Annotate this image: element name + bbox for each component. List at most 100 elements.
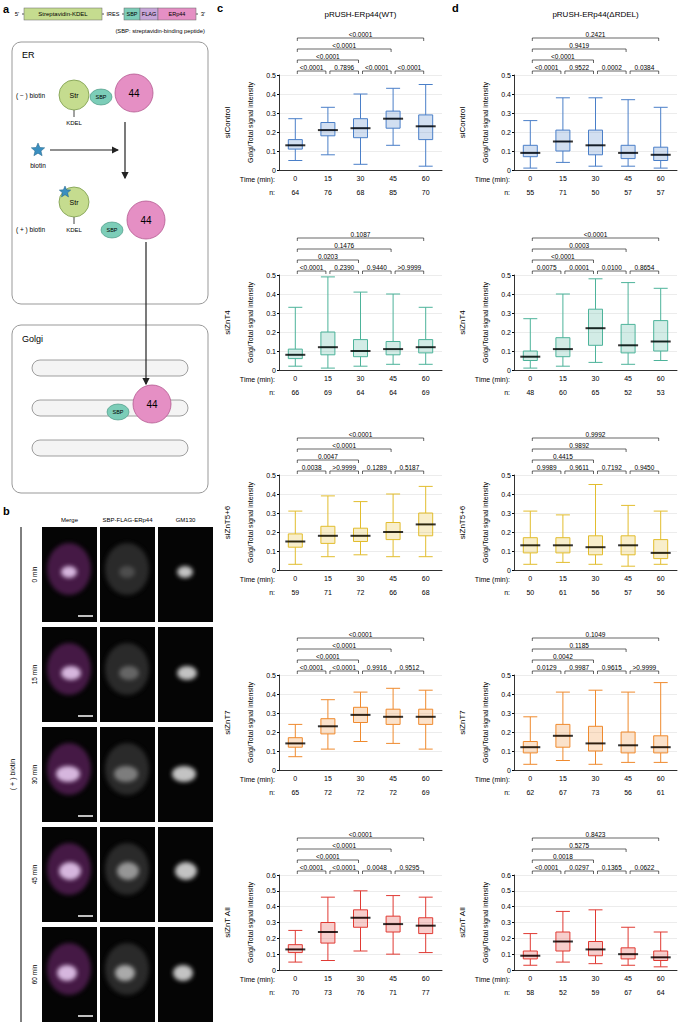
svg-text:0.0048: 0.0048 — [367, 864, 387, 871]
svg-text:45: 45 — [389, 375, 397, 382]
svg-text:0 min: 0 min — [31, 566, 38, 582]
svg-text:60: 60 — [657, 775, 665, 782]
svg-text:0: 0 — [272, 967, 276, 974]
svg-text:0.9440: 0.9440 — [367, 264, 387, 271]
svg-text:60 min: 60 min — [31, 964, 38, 984]
svg-text:72: 72 — [324, 789, 332, 796]
svg-text:0.3: 0.3 — [266, 710, 276, 717]
svg-text:30: 30 — [357, 775, 365, 782]
svg-text:<0.0001: <0.0001 — [300, 864, 324, 871]
svg-text:0.5: 0.5 — [266, 887, 276, 894]
svg-text:0.2: 0.2 — [266, 935, 276, 942]
svg-text:0.0047: 0.0047 — [318, 453, 338, 460]
svg-text:0.1: 0.1 — [501, 951, 511, 958]
svg-text:45: 45 — [624, 375, 632, 382]
svg-text:Time (min):: Time (min): — [475, 776, 510, 784]
svg-text:>0.9999: >0.9999 — [332, 464, 356, 471]
svg-text:0.5: 0.5 — [266, 272, 276, 279]
svg-text:0.0100: 0.0100 — [602, 264, 622, 271]
svg-text:0.4: 0.4 — [501, 91, 511, 98]
svg-text:<0.0001: <0.0001 — [398, 64, 422, 71]
svg-text:Golgi/Total signal intensity: Golgi/Total signal intensity — [247, 882, 255, 963]
svg-text:0.5: 0.5 — [266, 72, 276, 79]
svg-text:0.2: 0.2 — [266, 129, 276, 136]
svg-text:0.9987: 0.9987 — [569, 664, 589, 671]
svg-text:ERp44: ERp44 — [169, 11, 186, 17]
svg-text:Time (min):: Time (min): — [475, 576, 510, 584]
svg-text:<0.0001: <0.0001 — [349, 631, 373, 638]
svg-text:58: 58 — [526, 989, 534, 996]
svg-text:45: 45 — [389, 175, 397, 182]
svg-text:64: 64 — [389, 389, 397, 396]
svg-text:50: 50 — [592, 189, 600, 196]
svg-text:0: 0 — [528, 975, 532, 982]
svg-text:15: 15 — [559, 575, 567, 582]
svg-text:0.5187: 0.5187 — [399, 464, 419, 471]
svg-text:0.8423: 0.8423 — [586, 831, 606, 838]
svg-text:60: 60 — [657, 175, 665, 182]
svg-text:0.9450: 0.9450 — [634, 464, 654, 471]
svg-text:30: 30 — [592, 175, 600, 182]
svg-text:0.1365: 0.1365 — [602, 864, 622, 871]
svg-text:60: 60 — [422, 175, 430, 182]
svg-text:0.1185: 0.1185 — [569, 642, 589, 649]
svg-text:60: 60 — [559, 389, 567, 396]
svg-text:0: 0 — [293, 775, 297, 782]
svg-text:0.1: 0.1 — [501, 348, 511, 355]
svg-text:<0.0001: <0.0001 — [316, 653, 340, 660]
svg-text:0: 0 — [272, 767, 276, 774]
svg-text:0.2421: 0.2421 — [586, 31, 606, 38]
svg-text:<0.0001: <0.0001 — [332, 842, 356, 849]
svg-text:0.0002: 0.0002 — [602, 64, 622, 71]
svg-text:76: 76 — [357, 989, 365, 996]
svg-text:30: 30 — [357, 175, 365, 182]
svg-text:0.0129: 0.0129 — [537, 664, 557, 671]
svg-text:Streptavidin-KDEL: Streptavidin-KDEL — [38, 11, 88, 17]
svg-text:0: 0 — [528, 175, 532, 182]
svg-text:15: 15 — [559, 775, 567, 782]
svg-text:Golgi/Total signal intensity: Golgi/Total signal intensity — [247, 682, 255, 763]
svg-text:SBP: SBP — [106, 227, 117, 233]
svg-text:57: 57 — [624, 589, 632, 596]
svg-text:Str: Str — [70, 92, 80, 99]
svg-text:69: 69 — [422, 789, 430, 796]
svg-text:30: 30 — [592, 575, 600, 582]
svg-text:72: 72 — [389, 789, 397, 796]
svg-text:0.1: 0.1 — [266, 951, 276, 958]
svg-text:0.2: 0.2 — [266, 329, 276, 336]
svg-text:0.9295: 0.9295 — [399, 864, 419, 871]
svg-text:<0.0001: <0.0001 — [551, 253, 575, 260]
svg-text:0.4415: 0.4415 — [553, 453, 573, 460]
svg-text:30: 30 — [357, 375, 365, 382]
svg-text:<0.0001: <0.0001 — [332, 442, 356, 449]
svg-text:0.4: 0.4 — [501, 291, 511, 298]
svg-text:30: 30 — [592, 375, 600, 382]
svg-text:72: 72 — [357, 589, 365, 596]
svg-text:Str: Str — [70, 199, 80, 206]
svg-text:n:: n: — [269, 589, 275, 596]
svg-text:69: 69 — [422, 389, 430, 396]
svg-text:15: 15 — [559, 975, 567, 982]
svg-text:0.3: 0.3 — [501, 110, 511, 117]
svg-text:15: 15 — [559, 175, 567, 182]
svg-text:67: 67 — [624, 989, 632, 996]
svg-text:SBP: SBP — [112, 409, 123, 415]
svg-text:45: 45 — [389, 575, 397, 582]
svg-text:0.5275: 0.5275 — [569, 842, 589, 849]
svg-text:0: 0 — [293, 575, 297, 582]
svg-text:0.9992: 0.9992 — [586, 431, 606, 438]
svg-text:0: 0 — [507, 967, 511, 974]
svg-text:0.3: 0.3 — [266, 110, 276, 117]
svg-text:0.1289: 0.1289 — [367, 464, 387, 471]
svg-text:siZnT All: siZnT All — [223, 907, 232, 938]
svg-text:0: 0 — [528, 775, 532, 782]
svg-text:<0.0001: <0.0001 — [365, 64, 389, 71]
svg-text:0.7896: 0.7896 — [334, 64, 354, 71]
svg-text:65: 65 — [291, 789, 299, 796]
svg-text:0.7192: 0.7192 — [602, 464, 622, 471]
svg-text:45: 45 — [389, 975, 397, 982]
svg-text:73: 73 — [592, 789, 600, 796]
svg-text:<0.0001: <0.0001 — [584, 231, 608, 238]
svg-text:Golgi/Total signal intensity: Golgi/Total signal intensity — [482, 82, 490, 163]
svg-text:69: 69 — [324, 389, 332, 396]
